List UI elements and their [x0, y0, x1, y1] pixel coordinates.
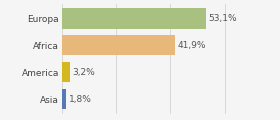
Text: 1,8%: 1,8% — [69, 95, 92, 104]
Bar — [62, 8, 206, 29]
Bar — [62, 62, 70, 82]
Bar — [62, 89, 66, 109]
Bar — [62, 35, 176, 55]
Text: 41,9%: 41,9% — [178, 41, 206, 50]
Text: 53,1%: 53,1% — [208, 14, 237, 23]
Text: 3,2%: 3,2% — [73, 68, 95, 77]
